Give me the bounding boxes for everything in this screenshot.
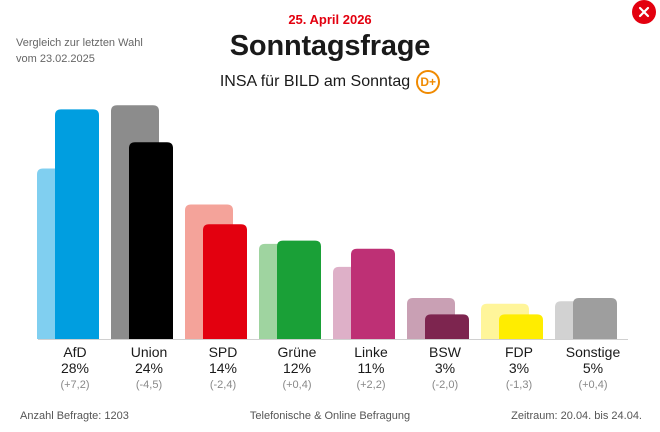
bar-current-linke [351, 248, 395, 339]
poll-source-label: INSA für BILD am Sonntag [219, 73, 411, 90]
value-label-union: 24% [135, 360, 163, 376]
dplus-badge-icon: D+ [416, 70, 441, 94]
value-label-fdp: 3% [509, 360, 529, 376]
change-label-fdp: (-1,3) [506, 379, 532, 391]
change-label-spd: (-2,4) [210, 379, 236, 391]
comparison-note-line1: Vergleich zur letzten Wahl [16, 37, 143, 49]
value-label-spd: 14% [209, 360, 237, 376]
bar-current-grne [277, 240, 321, 339]
bar-current-bsw [425, 314, 469, 339]
comparison-note-line2: vom 23.02.2025 [16, 53, 95, 65]
change-label-linke: (+2,2) [356, 379, 385, 391]
value-label-bsw: 3% [435, 360, 455, 376]
value-label-grne: 12% [283, 360, 311, 376]
change-label-afd: (+7,2) [60, 379, 89, 391]
category-label-afd: AfD [63, 344, 86, 360]
value-label-sonstige: 5% [583, 360, 603, 376]
change-label-union: (-4,5) [136, 379, 162, 391]
bar-current-union [129, 142, 173, 339]
bar-current-spd [203, 224, 247, 339]
close-icon [638, 6, 650, 18]
category-label-grne: Grüne [278, 344, 317, 360]
sample-size: Anzahl Befragte: 1203 [20, 410, 129, 422]
category-label-fdp: FDP [505, 344, 533, 360]
category-label-spd: SPD [209, 344, 238, 360]
category-label-sonstige: Sonstige [566, 344, 621, 360]
survey-period: Zeitraum: 20.04. bis 24.04. [511, 410, 642, 422]
survey-method: Telefonische & Online Befragung [249, 410, 411, 422]
category-label-linke: Linke [354, 344, 388, 360]
close-button[interactable] [632, 0, 656, 24]
category-label-union: Union [131, 344, 168, 360]
poll-date: 25. April 2026 [288, 12, 372, 27]
page-title: Sonntagsfrage [229, 30, 431, 62]
change-label-grne: (+0,4) [282, 379, 311, 391]
bar-current-fdp [499, 314, 543, 339]
change-label-bsw: (-2,0) [432, 379, 458, 391]
bar-current-sonstige [573, 298, 617, 339]
change-label-sonstige: (+0,4) [578, 379, 607, 391]
value-label-afd: 28% [61, 360, 89, 376]
poll-source: INSA für BILD am Sonntag D+ [0, 70, 660, 94]
comparison-note: Vergleich zur letzten Wahl vom 23.02.202… [16, 35, 176, 67]
category-label-bsw: BSW [429, 344, 462, 360]
value-label-linke: 11% [358, 360, 385, 376]
bar-current-afd [55, 109, 99, 340]
